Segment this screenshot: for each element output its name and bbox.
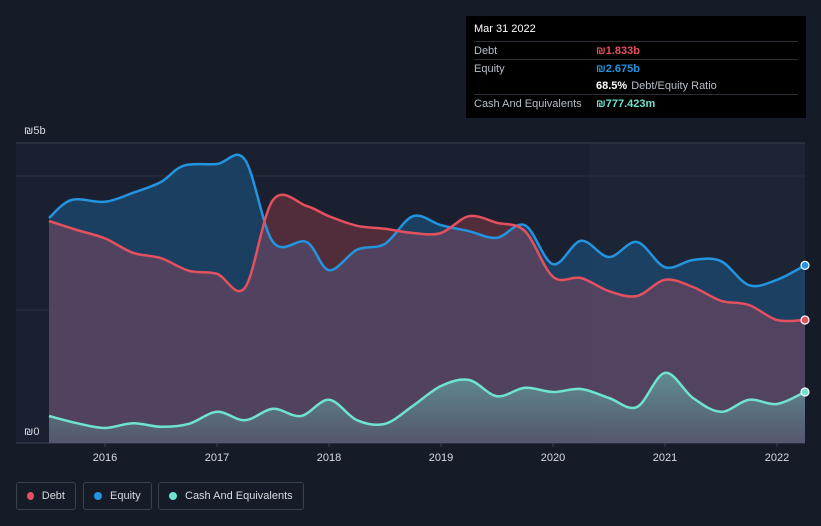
legend-cash-label: Cash And Equivalents: [185, 490, 293, 502]
y-axis-top-label: ₪5b: [24, 125, 46, 137]
equity-dot-icon: [94, 492, 102, 500]
x-tick-label: 2021: [653, 452, 677, 464]
x-tick-label: 2022: [765, 452, 789, 464]
equity-area: [49, 154, 805, 443]
y-axis-bottom-label: ₪0: [24, 426, 39, 438]
debt-area: [49, 194, 805, 443]
legend-debt[interactable]: Debt: [16, 482, 76, 510]
tooltip-date: Mar 31 2022: [474, 23, 536, 35]
equity-line[interactable]: [48, 153, 806, 288]
x-axis-ticks: 2016 2017 2018 2019 2020 2021 2022: [93, 443, 789, 464]
legend-debt-label: Debt: [41, 490, 65, 502]
legend-equity[interactable]: Equity: [83, 482, 152, 510]
cash-endpoint[interactable]: [800, 387, 810, 397]
tooltip: Mar 31 2022 Debt ₪1.833b Equity ₪2.675b …: [466, 16, 806, 118]
debt-endpoint[interactable]: [800, 315, 810, 325]
tooltip-cash-label: Cash And Equivalents: [474, 97, 582, 110]
x-tick-label: 2019: [429, 452, 453, 464]
debt-dot-icon: [27, 492, 34, 500]
debt-line[interactable]: [48, 193, 806, 323]
cash-dot-icon: [169, 492, 177, 500]
tooltip-cash-value: ₪777.423m: [596, 97, 656, 110]
tooltip-ratio-label: Debt/Equity Ratio: [631, 79, 717, 92]
tooltip-row-debt: Debt ₪1.833b: [474, 41, 798, 59]
legend-equity-label: Equity: [110, 490, 141, 502]
tooltip-debt-value: ₪1.833b: [596, 44, 640, 57]
legend-cash[interactable]: Cash And Equivalents: [158, 482, 304, 510]
cash-area: [49, 372, 805, 443]
tooltip-debt-label: Debt: [474, 44, 498, 57]
tooltip-row-ratio: 68.5% Debt/Equity Ratio: [474, 77, 798, 94]
tooltip-equity-value: ₪2.675b: [596, 62, 640, 75]
x-tick-label: 2016: [93, 452, 117, 464]
x-tick-label: 2018: [317, 452, 341, 464]
tooltip-row-cash: Cash And Equivalents ₪777.423m: [474, 94, 798, 112]
x-tick-label: 2017: [205, 452, 229, 464]
x-tick-label: 2020: [541, 452, 565, 464]
cash-line[interactable]: [48, 371, 806, 430]
tooltip-row-equity: Equity ₪2.675b: [474, 59, 798, 77]
tooltip-equity-label: Equity: [474, 62, 505, 75]
equity-endpoint[interactable]: [800, 260, 810, 270]
tooltip-ratio-value: 68.5%: [596, 79, 628, 92]
